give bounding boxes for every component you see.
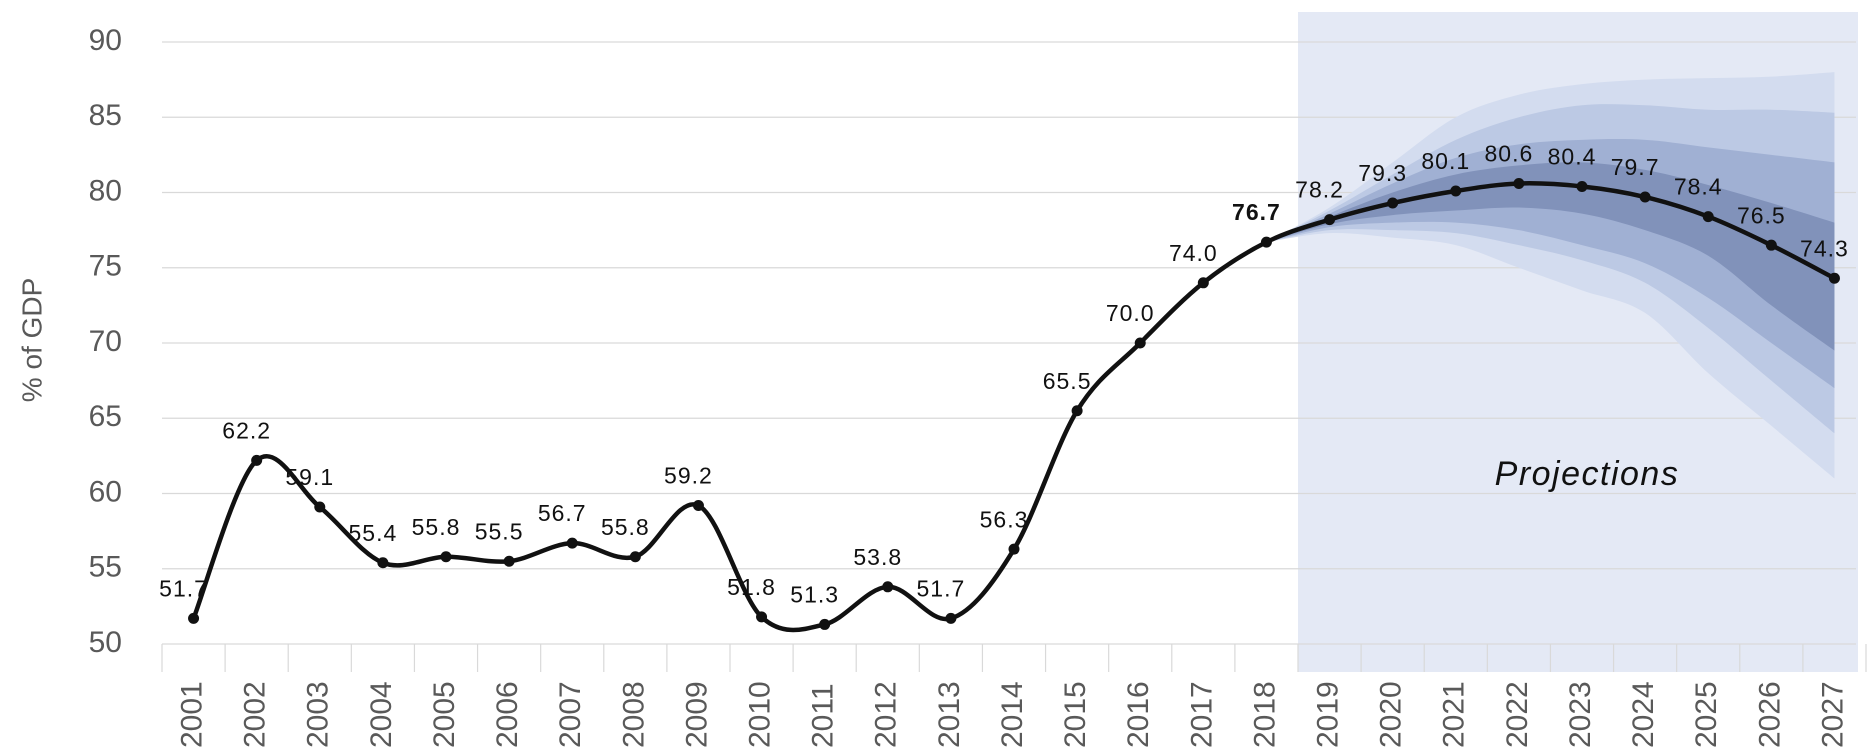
x-tick-label: 2022	[1501, 681, 1534, 748]
data-label: 80.1	[1421, 148, 1470, 174]
point	[377, 557, 389, 569]
data-label: 56.3	[980, 506, 1029, 532]
point	[1639, 191, 1651, 203]
y-tick-label: 90	[89, 24, 122, 57]
point	[1387, 197, 1399, 209]
data-label: 70.0	[1106, 300, 1155, 326]
point	[503, 555, 515, 567]
point	[1071, 405, 1083, 417]
x-tick-label: 2019	[1311, 681, 1344, 748]
data-label: 55.4	[349, 520, 398, 546]
x-tick-label: 2008	[617, 681, 650, 748]
y-tick-label: 85	[89, 99, 122, 132]
x-tick-label: 2007	[554, 681, 587, 748]
y-axis-label: % of GDP	[16, 278, 47, 402]
data-label: 65.5	[1043, 368, 1092, 394]
x-tick-label: 2013	[933, 681, 966, 748]
data-label: 80.4	[1548, 144, 1597, 170]
data-label: 56.7	[538, 500, 587, 526]
annotation: Projections	[1495, 455, 1680, 493]
data-label: 55.8	[601, 514, 650, 540]
x-tick-label: 2005	[428, 681, 461, 748]
x-tick-label: 2026	[1753, 681, 1786, 748]
point	[819, 618, 831, 630]
point	[440, 551, 452, 563]
y-tick-label: 80	[89, 174, 122, 207]
point	[251, 454, 263, 466]
data-label: 79.7	[1611, 154, 1660, 180]
x-tick-label: 2020	[1375, 681, 1408, 748]
point	[945, 612, 957, 624]
y-tick-label: 70	[89, 325, 122, 358]
data-label: 55.5	[475, 518, 524, 544]
point	[1576, 180, 1588, 192]
x-tick-label: 2016	[1122, 681, 1155, 748]
point	[1450, 185, 1462, 197]
x-tick-label: 2025	[1690, 681, 1723, 748]
x-tick-label: 2023	[1564, 681, 1597, 748]
point	[1765, 239, 1777, 251]
data-label: 55.8	[412, 514, 461, 540]
x-tick-label: 2011	[807, 683, 840, 748]
x-tick-label: 2018	[1248, 681, 1281, 748]
y-tick-label: 60	[89, 475, 122, 508]
point	[1260, 236, 1272, 248]
point	[1828, 272, 1840, 284]
x-tick-label: 2002	[239, 681, 272, 748]
point	[188, 612, 200, 624]
point	[1324, 214, 1336, 226]
x-tick-label: 2014	[996, 681, 1029, 748]
point	[692, 500, 704, 512]
x-tick-label: 2010	[743, 681, 776, 748]
y-tick-label: 50	[89, 626, 122, 659]
point	[756, 611, 768, 623]
point	[1513, 177, 1525, 189]
point	[1134, 337, 1146, 349]
y-tick-label: 65	[89, 400, 122, 433]
point	[1702, 211, 1714, 223]
data-label: 51.7	[917, 575, 966, 601]
x-tick-label: 2015	[1059, 681, 1092, 748]
data-label: 76.5	[1737, 202, 1786, 228]
x-tick-label: 2003	[302, 681, 335, 748]
x-tick-label: 2027	[1816, 681, 1849, 748]
point	[1197, 277, 1209, 289]
point	[314, 501, 326, 513]
data-label: 74.0	[1169, 240, 1218, 266]
data-label: 51.3	[790, 582, 839, 608]
x-tick-label: 2004	[365, 681, 398, 748]
x-tick-label: 2017	[1185, 681, 1218, 748]
data-label: 59.1	[285, 464, 334, 490]
data-label: 80.6	[1485, 141, 1534, 167]
data-label: 51.8	[727, 574, 776, 600]
data-label: 53.8	[853, 544, 902, 570]
x-tick-label: 2009	[680, 681, 713, 748]
data-label: 78.2	[1295, 177, 1344, 203]
data-label: 76.7	[1232, 199, 1281, 225]
y-tick-label: 55	[89, 551, 122, 584]
x-tick-label: 2024	[1627, 681, 1660, 748]
point	[882, 581, 894, 593]
point	[629, 551, 641, 563]
data-label: 62.2	[222, 417, 271, 443]
x-tick-label: 2006	[491, 681, 524, 748]
data-label: 79.3	[1358, 160, 1407, 186]
data-label: 59.2	[664, 463, 713, 489]
x-tick-label: 2001	[175, 681, 208, 748]
x-tick-label: 2021	[1438, 681, 1471, 748]
data-label: 51.7	[159, 575, 208, 601]
y-tick-label: 75	[89, 250, 122, 283]
point	[566, 537, 578, 549]
point	[1008, 543, 1020, 555]
x-tick-label: 2012	[870, 681, 903, 748]
data-label: 78.4	[1674, 174, 1723, 200]
data-label: 74.3	[1800, 235, 1849, 261]
